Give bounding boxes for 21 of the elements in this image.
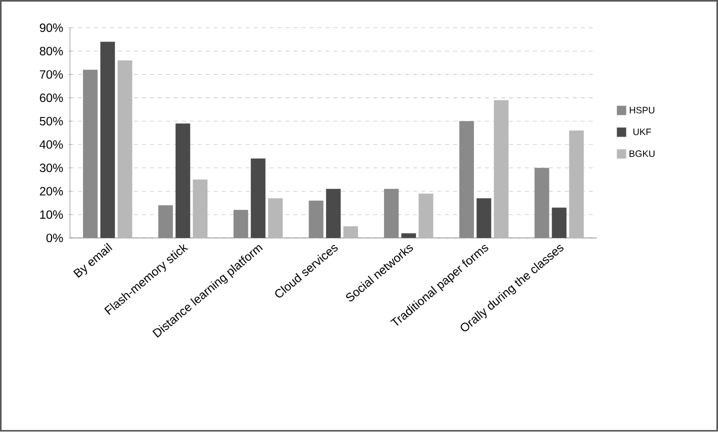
bar (343, 226, 358, 238)
legend-label: HSPU (630, 107, 654, 114)
y-tick-label: 90% (40, 24, 63, 32)
y-tick-label: 40% (40, 140, 63, 149)
bar (401, 233, 416, 238)
legend-label: UKF (633, 128, 651, 136)
y-tick-label: 50% (40, 117, 63, 126)
bar (476, 198, 492, 238)
y-tick-label: 0% (46, 234, 63, 242)
y-tick-label: 10% (40, 210, 63, 219)
bar (552, 208, 566, 238)
y-tick-label: 70% (40, 70, 63, 79)
y-tick-label: 20% (40, 187, 63, 196)
y-tick-label: 60% (40, 94, 63, 102)
bar (100, 42, 115, 238)
y-tick-label: 30% (40, 164, 63, 172)
legend-label: BGKU (630, 150, 655, 158)
bar (176, 124, 190, 238)
bar (326, 189, 341, 238)
bar (250, 158, 266, 238)
y-tick-label: 80% (40, 47, 63, 56)
